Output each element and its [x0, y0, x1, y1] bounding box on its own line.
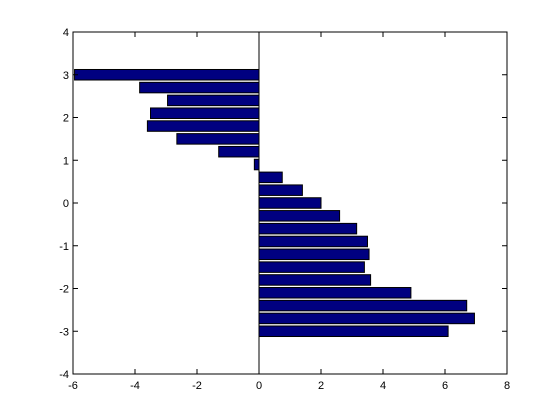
bar [146, 120, 260, 132]
x-tick-label: 0 [256, 380, 262, 392]
bar [258, 312, 475, 325]
x-tick-label: -4 [130, 380, 140, 392]
bar [258, 197, 322, 209]
bar [258, 210, 341, 222]
bar [258, 274, 372, 286]
bar [253, 158, 260, 171]
x-tick-label: 8 [504, 380, 510, 392]
bar [176, 133, 260, 145]
bar [258, 261, 365, 273]
y-tick-label: 2 [63, 113, 69, 125]
x-tick-label: -2 [192, 380, 202, 392]
y-tick-label: 1 [63, 155, 69, 167]
bar [258, 325, 449, 338]
bar [258, 299, 468, 312]
x-tick-label: 2 [318, 380, 324, 392]
y-tick-label: 3 [63, 70, 69, 82]
y-tick-label: -1 [59, 241, 69, 253]
bar [167, 94, 260, 107]
y-tick-label: -2 [59, 284, 69, 296]
x-axis: -6 -4 -2 0 2 4 6 8 [68, 32, 510, 392]
y-tick-label: 0 [63, 198, 69, 210]
bar [74, 68, 260, 81]
y-axis: 4 3 2 1 0 -1 -2 -3 -4 [59, 27, 507, 381]
y-tick-label: 4 [63, 27, 69, 39]
bar [258, 184, 303, 196]
y-tick-label: -3 [59, 326, 69, 338]
y-tick-label: -4 [59, 369, 69, 381]
bars-group [74, 68, 475, 338]
bar [258, 222, 358, 235]
x-tick-label: 4 [380, 380, 386, 392]
bar [218, 145, 260, 158]
x-tick-label: 6 [442, 380, 448, 392]
x-tick-label: -6 [68, 380, 78, 392]
bar [258, 248, 370, 261]
bar [258, 171, 283, 184]
bar [258, 287, 412, 299]
bar [139, 81, 260, 94]
bar [150, 107, 260, 119]
bar [258, 235, 368, 248]
